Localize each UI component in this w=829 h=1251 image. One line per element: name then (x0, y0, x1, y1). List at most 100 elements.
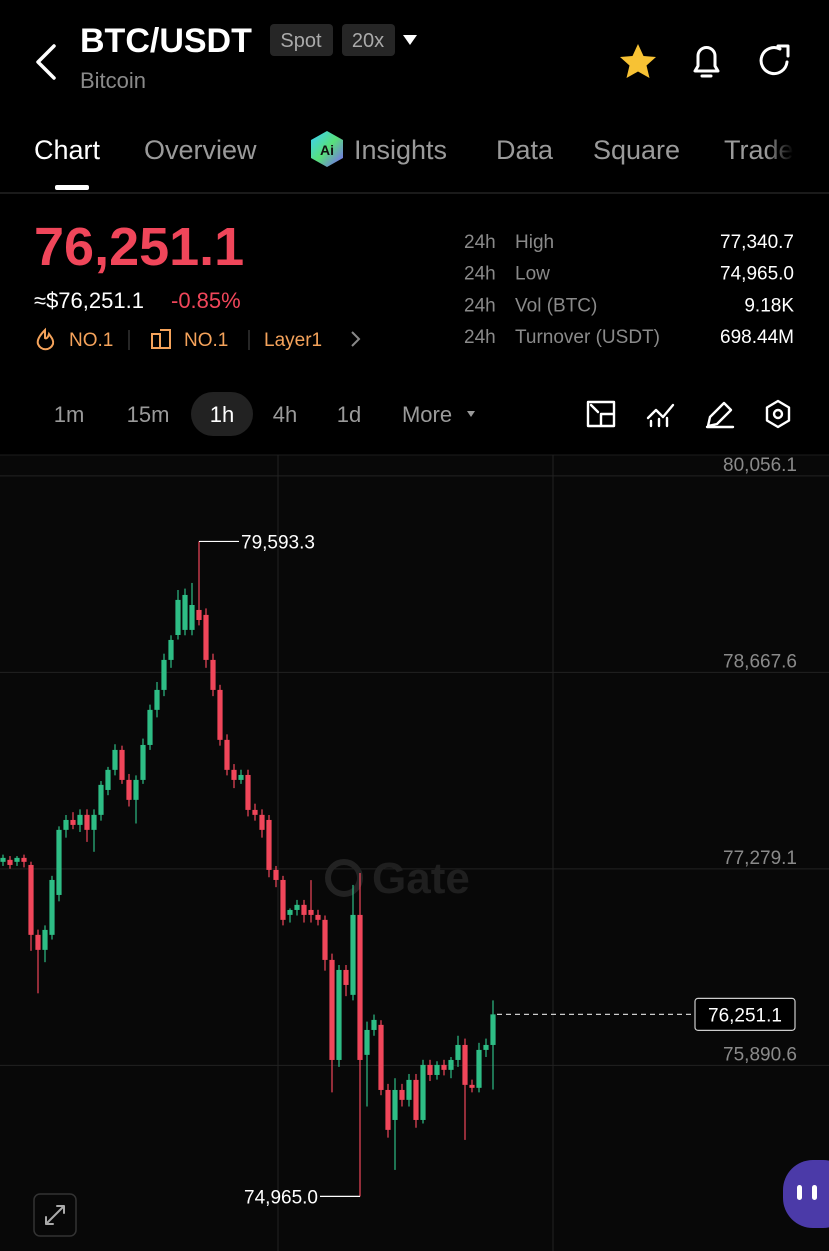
timeframe[interactable]: 15m (127, 402, 170, 427)
back-button[interactable] (36, 44, 56, 80)
candle-body (406, 1079, 412, 1100)
price-change: -0.85% (171, 288, 241, 313)
candle-body (49, 879, 55, 935)
candle-body (294, 904, 300, 910)
timeframe[interactable]: More (402, 402, 452, 427)
candle-body (63, 819, 69, 830)
timeframes: 1m 15m 1h 4h 1d More (54, 392, 452, 436)
candle-body (329, 959, 335, 1060)
candle-body (14, 857, 20, 862)
stat-period: 24h (464, 295, 496, 316)
ai-icon (311, 131, 343, 167)
tag[interactable]: Layer1 (264, 330, 322, 351)
candle-body (336, 969, 342, 1060)
tag[interactable]: NO.1 (184, 330, 228, 351)
y-tick-label: 80,056.1 (723, 455, 797, 476)
stat-period: 24h (464, 327, 496, 348)
y-tick-label: 78,667.6 (723, 651, 797, 672)
tab[interactable]: Chart (34, 135, 101, 165)
annotation-label: 74,965.0 (244, 1187, 318, 1208)
badge[interactable]: 20x (352, 30, 384, 52)
candle-body (84, 814, 90, 830)
stat-period: 24h (464, 264, 496, 285)
tags-more[interactable] (351, 331, 361, 347)
candle-body (7, 859, 13, 865)
tag[interactable]: NO.1 (69, 330, 113, 351)
fullscreen-button[interactable] (33, 1193, 77, 1237)
candlestick-chart: 80,056.1 78,667.6 77,279.1 75,890.6 79,593.3… (0, 455, 829, 1208)
candle-body (42, 929, 48, 950)
candle-body (105, 769, 111, 790)
assistant-eye (812, 1185, 817, 1200)
candle-body (476, 1049, 482, 1088)
tool-icon[interactable] (705, 401, 735, 429)
favorite-icon[interactable] (620, 44, 656, 78)
candle-body (392, 1089, 398, 1120)
candle-body (280, 879, 286, 920)
tool-icon[interactable] (586, 400, 616, 428)
timeframe[interactable]: 4h (273, 402, 297, 427)
tool-icon-dot (772, 408, 784, 420)
timeframe[interactable]: 1d (337, 402, 361, 427)
candle-body (210, 659, 216, 690)
timeframe-selected (191, 392, 253, 436)
alert-icon[interactable] (693, 46, 720, 78)
tab[interactable]: Overview (144, 135, 257, 165)
assistant-eye (797, 1185, 802, 1200)
candle-body (287, 909, 293, 915)
more-caret[interactable] (467, 411, 475, 417)
candle-body (126, 779, 132, 800)
candle-body (399, 1089, 405, 1100)
candle-body (0, 857, 6, 862)
timeframe[interactable]: 1h (210, 402, 234, 427)
tool-icon[interactable] (765, 399, 791, 429)
candle-body (217, 689, 223, 740)
badge-bg (342, 24, 395, 56)
candle-body (224, 739, 230, 770)
candle-body (56, 829, 62, 895)
stat-label: High (515, 232, 554, 253)
share-icon[interactable] (759, 44, 790, 76)
candle-body (371, 1019, 377, 1030)
annotation-label: 79,593.3 (241, 532, 315, 553)
candle-body (231, 769, 237, 780)
candle-body (119, 749, 125, 780)
last-price-box (694, 997, 796, 1031)
tab[interactable]: Square (593, 135, 680, 165)
candle-body (161, 659, 167, 690)
candle-body (203, 614, 209, 660)
stats: 24h High 77,340.7 24h Low 74,965.0 24h Vol (BTC… (464, 232, 794, 348)
fullscreen-icon (45, 1205, 65, 1225)
assistant-button[interactable] (783, 1160, 829, 1228)
timeframe[interactable]: 1m (54, 402, 85, 427)
candle-body (196, 609, 202, 621)
y-tick-label: 77,279.1 (723, 848, 797, 869)
candle-body (168, 639, 174, 660)
candle-body (147, 709, 153, 745)
candle-body (364, 1029, 370, 1055)
candle-body (259, 814, 265, 830)
tab[interactable]: Trade (724, 135, 794, 165)
candle-body (357, 914, 363, 1060)
stat-value: 77,340.7 (720, 232, 794, 253)
tool-icon[interactable] (646, 403, 675, 428)
candle-body (140, 744, 146, 780)
watermark: Gate (372, 854, 470, 903)
stat-value: 74,965.0 (720, 264, 794, 285)
candle-body (266, 819, 272, 870)
candle-body (35, 934, 41, 950)
y-tick-label: 75,890.6 (723, 1044, 797, 1065)
candle-body (182, 594, 188, 630)
candle-body (98, 784, 104, 815)
candle-body (483, 1044, 489, 1050)
candle-body (21, 857, 27, 862)
candle-body (91, 814, 97, 830)
candle-body (189, 605, 195, 630)
tab[interactable]: Insights (354, 135, 447, 165)
dropdown-caret[interactable] (403, 35, 417, 45)
candle-body (133, 779, 139, 800)
candle-body (490, 1014, 496, 1045)
last-price: 76,251.1 (34, 217, 244, 277)
tab[interactable]: Data (496, 135, 554, 165)
